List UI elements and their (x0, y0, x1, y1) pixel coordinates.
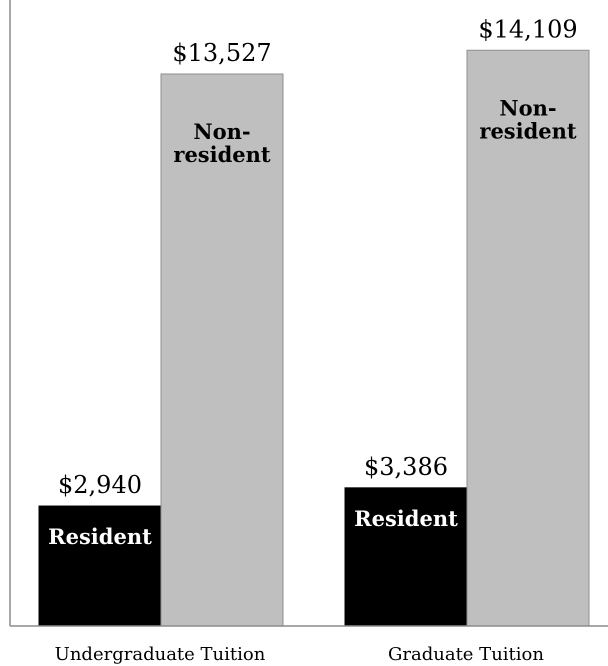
bar-label-graduate-tuition-non-resident-line-1: Non- (499, 95, 556, 120)
bar-label-undergraduate-tuition-non-resident-line-1: Non- (193, 119, 250, 144)
labels-layer: $2,940 Resident $13,527 Non-resident Undergr… (48, 15, 577, 665)
bar-label-undergraduate-tuition-resident: Resident (48, 524, 152, 549)
value-label-graduate-tuition-non-resident: $14,109 (478, 15, 577, 43)
value-label-undergraduate-tuition-resident: $2,940 (58, 471, 142, 499)
category-label-graduate-tuition: Graduate Tuition (388, 644, 544, 665)
value-label-undergraduate-tuition-non-resident: $13,527 (172, 39, 271, 67)
bar-label-graduate-tuition-resident: Resident (354, 506, 458, 531)
bar-graduate-tuition-non-resident (466, 49, 590, 627)
bar-undergraduate-tuition-non-resident (160, 73, 284, 627)
bar-graduate-tuition-resident (344, 487, 468, 627)
bar-label-graduate-tuition-non-resident-line-2: resident (479, 118, 577, 143)
bar-label-undergraduate-tuition-non-resident-line-2: resident (173, 142, 271, 167)
bar-undergraduate-tuition-resident (38, 505, 162, 627)
value-label-graduate-tuition-resident: $3,386 (364, 453, 448, 481)
bars-layer (38, 49, 590, 627)
category-label-undergraduate-tuition: Undergraduate Tuition (55, 644, 266, 665)
